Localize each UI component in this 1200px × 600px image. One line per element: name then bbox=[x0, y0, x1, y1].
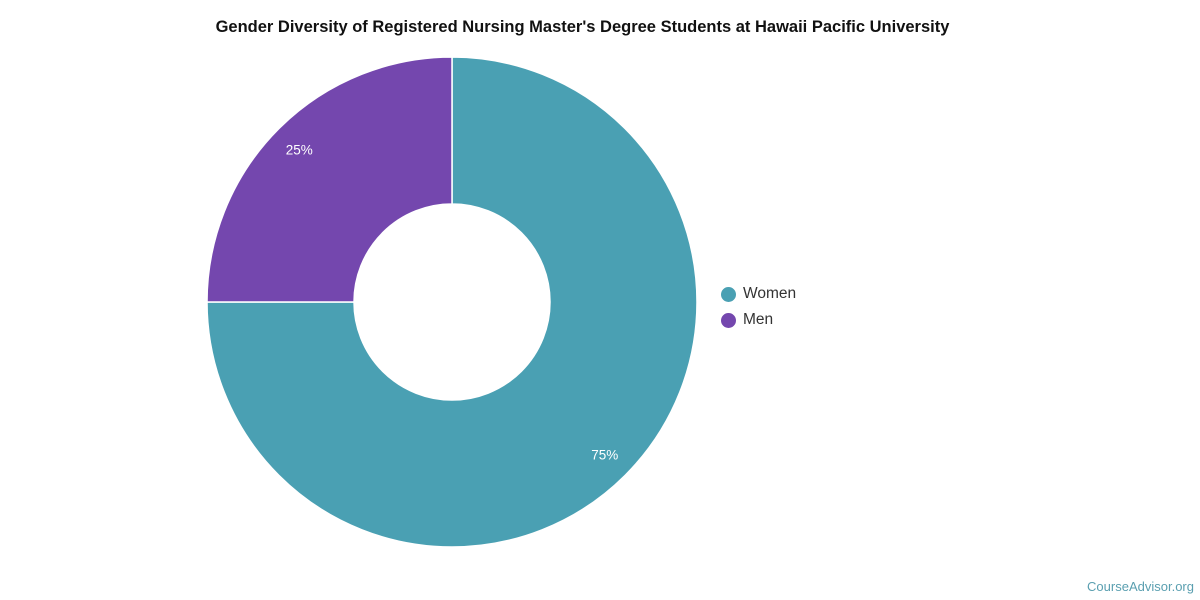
legend-label-women: Women bbox=[743, 285, 797, 302]
legend: Women Men bbox=[721, 281, 796, 333]
legend-item-men[interactable]: Men bbox=[721, 307, 796, 333]
slice-men[interactable] bbox=[206, 56, 453, 303]
legend-label-men: Men bbox=[743, 311, 774, 328]
legend-swatch-women bbox=[721, 286, 736, 302]
slice-label-women: 75% bbox=[591, 448, 618, 463]
credit-link[interactable]: CourseAdvisor.org bbox=[1087, 579, 1194, 594]
chart-title: Gender Diversity of Registered Nursing M… bbox=[215, 18, 950, 36]
slice-label-men: 25% bbox=[286, 142, 313, 157]
legend-swatch-men bbox=[721, 312, 736, 328]
legend-item-women[interactable]: Women bbox=[721, 281, 796, 307]
slice-women[interactable] bbox=[206, 56, 698, 548]
